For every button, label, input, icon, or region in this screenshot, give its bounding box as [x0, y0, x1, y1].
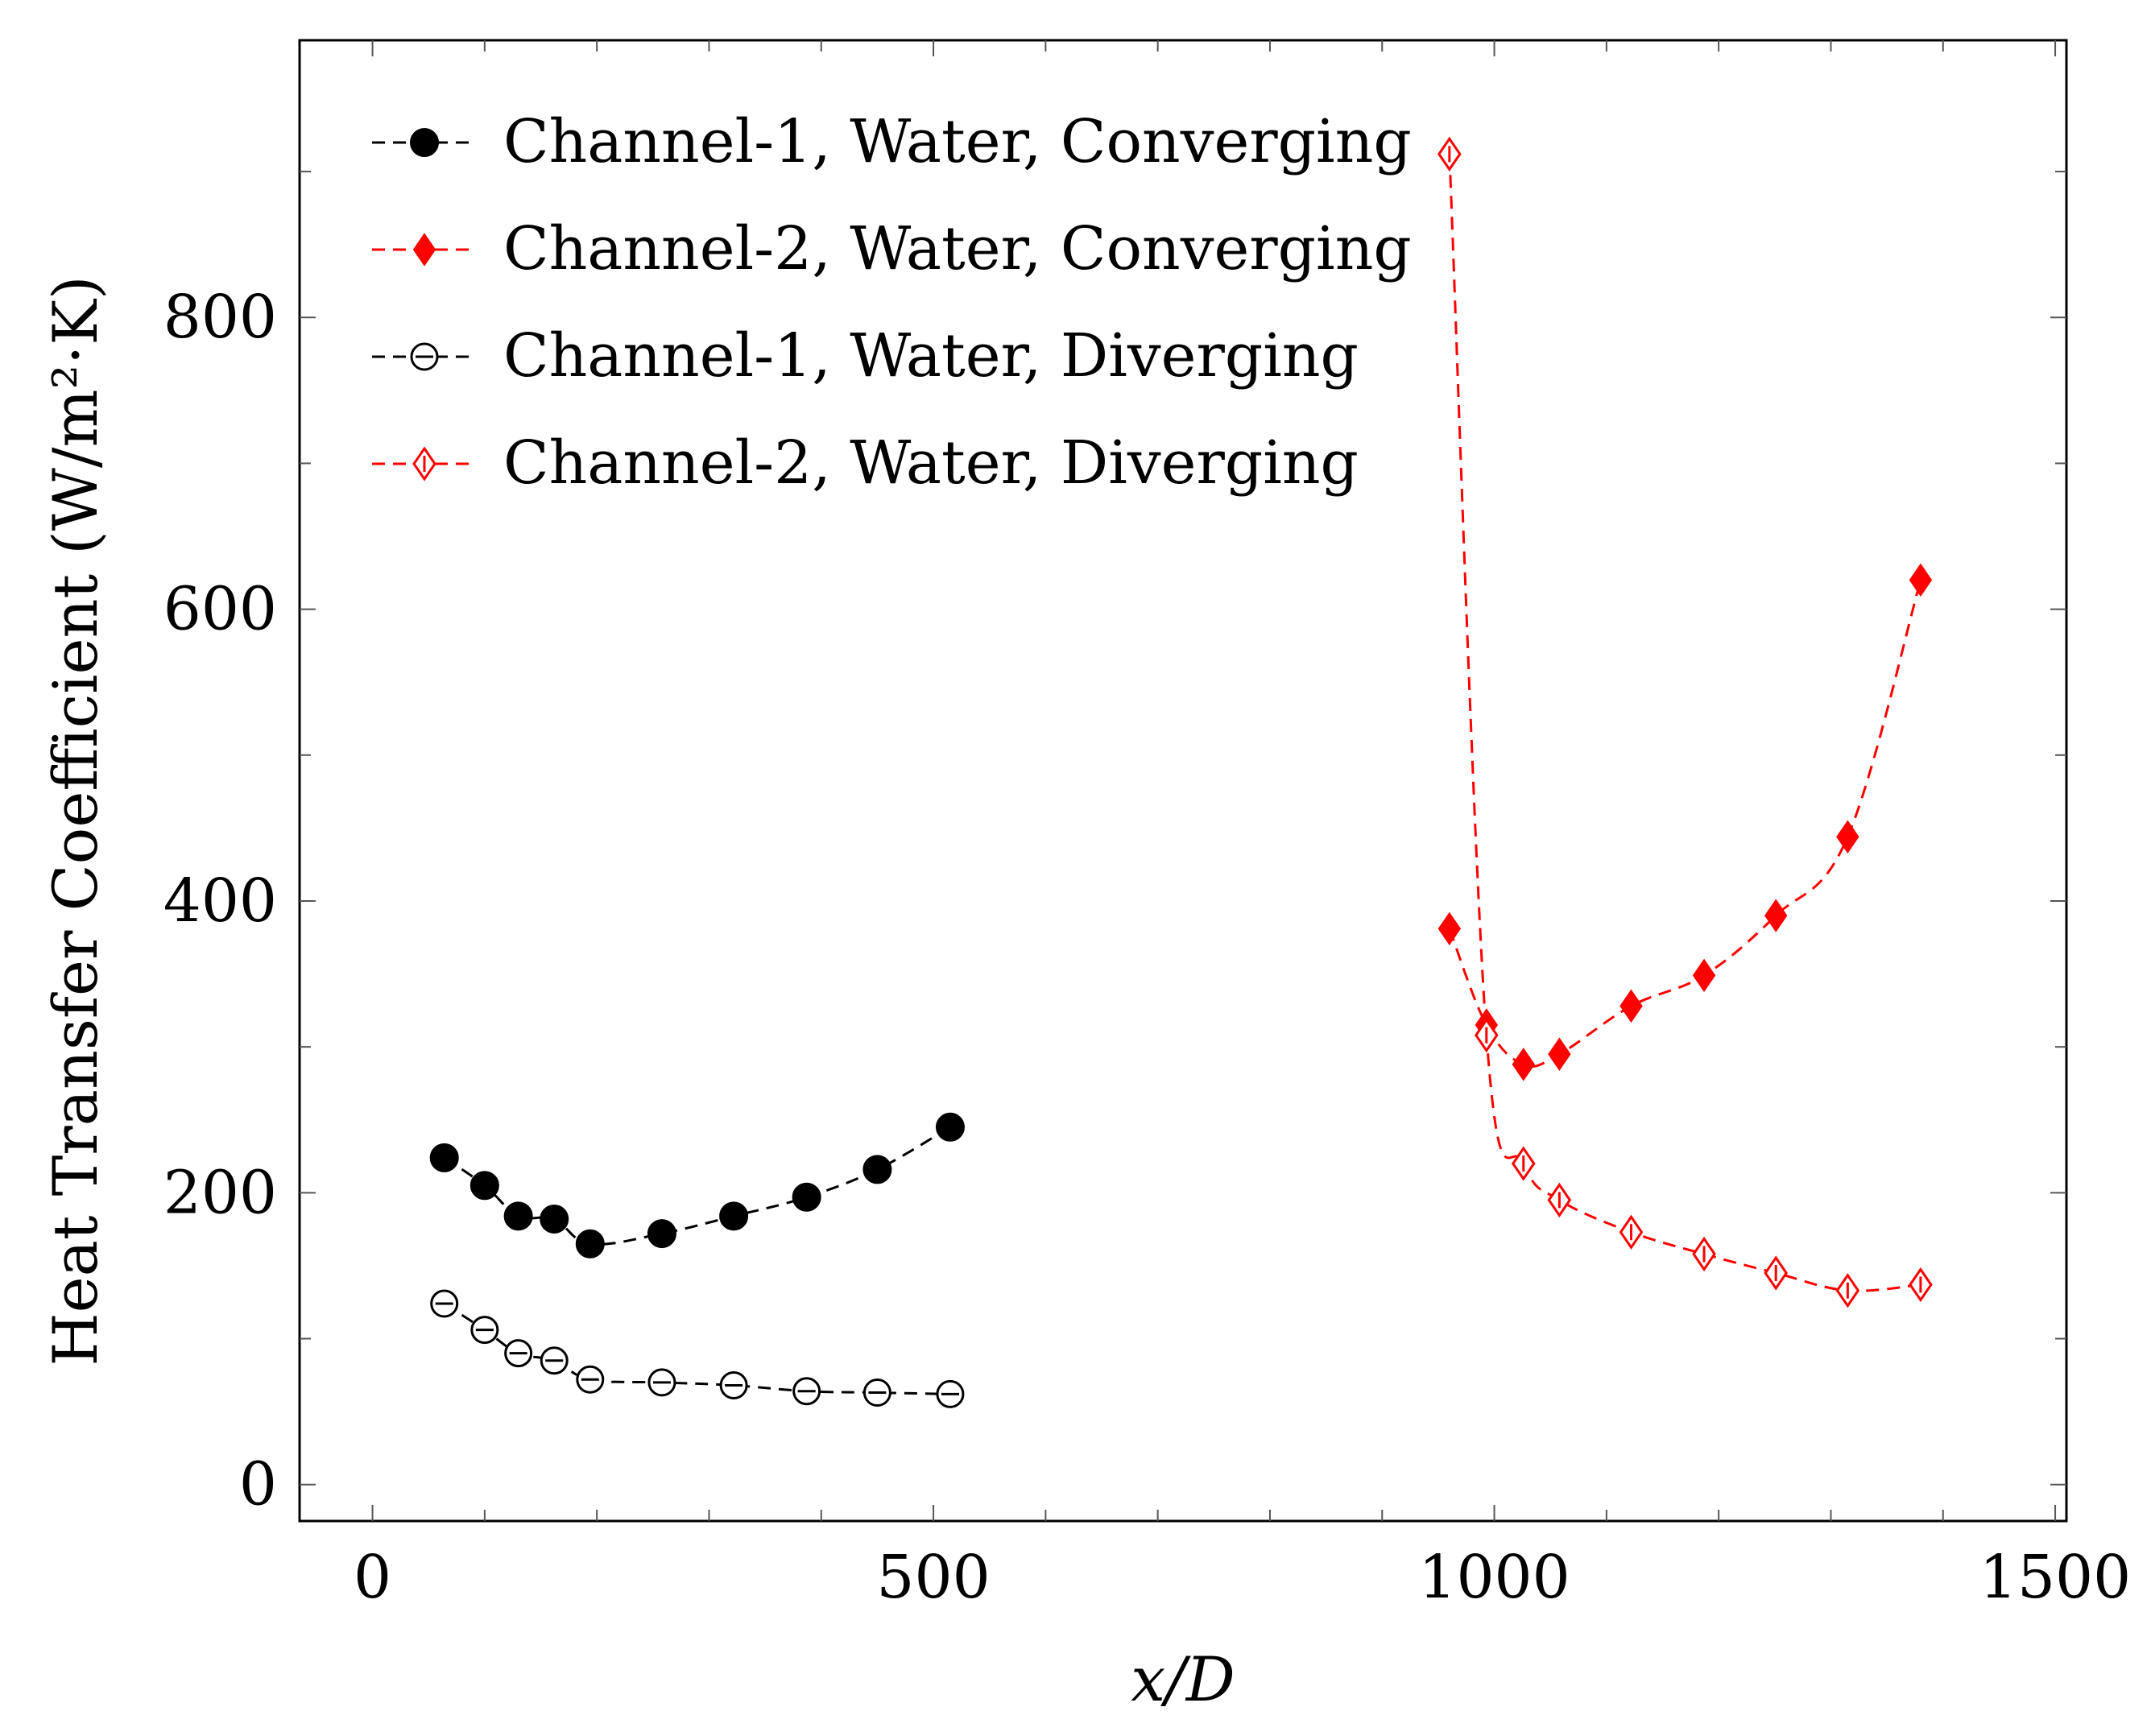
series-1 — [429, 1112, 965, 1259]
data-point — [470, 1316, 499, 1345]
data-point — [540, 1346, 569, 1375]
series-3 — [430, 1289, 965, 1408]
axis-ticks: 0 500 1000 1500 0 200 400 600 800 — [163, 40, 2131, 1612]
data-point — [719, 1201, 749, 1231]
data-point — [575, 1229, 605, 1259]
data-point — [1764, 1255, 1789, 1291]
plot-area — [298, 39, 2068, 1523]
data-point — [1692, 1236, 1716, 1272]
x-tick-label: 0 — [354, 1543, 391, 1612]
legend: Channel-1, Water, Converging Channel-2, W… — [372, 107, 1412, 498]
y-tick-label: 600 — [163, 575, 277, 644]
x-axis-title: x/D — [1131, 1643, 1235, 1715]
data-point — [1619, 1214, 1644, 1250]
data-point — [1548, 1037, 1571, 1071]
data-point — [1437, 136, 1462, 172]
data-point — [1511, 1146, 1536, 1181]
data-point — [1835, 1273, 1860, 1308]
data-point — [429, 1143, 459, 1172]
data-point — [719, 1371, 748, 1400]
data-point — [1474, 1018, 1499, 1053]
y-tick-label: 0 — [239, 1450, 277, 1519]
data-point — [1764, 899, 1788, 932]
legend-item: Channel-1, Water, Converging — [372, 107, 1412, 176]
y-tick-label: 800 — [163, 283, 277, 352]
data-point — [1836, 820, 1859, 854]
y-tick-label: 200 — [163, 1158, 277, 1227]
data-point — [1909, 563, 1933, 597]
data-point — [862, 1155, 892, 1184]
legend-marker — [410, 342, 439, 371]
legend-marker — [412, 233, 436, 267]
legend-marker — [412, 446, 436, 482]
series-line — [443, 1126, 951, 1246]
plot-frame — [298, 39, 2068, 1523]
data-point — [504, 1339, 533, 1368]
series-layer — [429, 136, 1933, 1408]
data-point — [1437, 911, 1462, 946]
y-axis-title: Heat Transfer Coefficient (W/m²·K) — [39, 275, 111, 1366]
x-tick-label: 500 — [876, 1543, 990, 1612]
data-point — [503, 1201, 533, 1231]
data-point — [430, 1289, 459, 1318]
data-point — [936, 1379, 965, 1408]
legend-label: Channel-1, Water, Diverging — [503, 321, 1359, 391]
data-point — [576, 1365, 605, 1394]
series-line — [1448, 579, 1922, 1068]
data-point — [862, 1378, 891, 1407]
legend-marker — [410, 128, 439, 157]
data-point — [1512, 1048, 1535, 1081]
y-tick-label: 400 — [163, 866, 277, 936]
data-point — [792, 1182, 821, 1212]
legend-label: Channel-2, Water, Diverging — [503, 428, 1359, 498]
legend-label: Channel-1, Water, Converging — [503, 107, 1412, 176]
axis-labels: x/D Heat Transfer Coefficient (W/m²·K) — [39, 275, 1235, 1715]
x-tick-label: 1500 — [1979, 1543, 2131, 1612]
series-4 — [1437, 136, 1933, 1308]
legend-item: Channel-2, Water, Diverging — [372, 428, 1359, 498]
legend-item: Channel-2, Water, Converging — [372, 214, 1412, 283]
data-point — [1909, 1267, 1933, 1303]
series-2 — [1437, 563, 1933, 1081]
data-point — [469, 1171, 499, 1201]
data-point — [647, 1368, 676, 1397]
data-point — [647, 1219, 676, 1249]
data-point — [935, 1112, 965, 1142]
legend-item: Channel-1, Water, Diverging — [372, 321, 1359, 391]
data-point — [540, 1204, 569, 1234]
legend-label: Channel-2, Water, Converging — [503, 214, 1412, 283]
data-point — [792, 1377, 821, 1406]
x-tick-label: 1000 — [1418, 1543, 1570, 1612]
data-point — [1619, 989, 1643, 1023]
series-line — [1448, 154, 1921, 1292]
data-point — [1547, 1182, 1572, 1218]
data-point — [1692, 958, 1716, 993]
